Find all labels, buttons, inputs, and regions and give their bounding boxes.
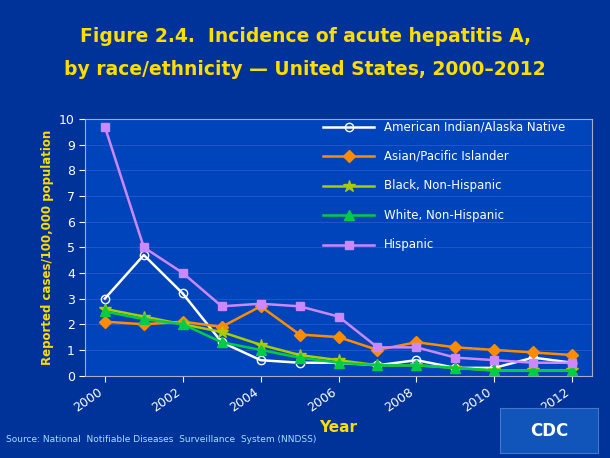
Text: White, Non-Hispanic: White, Non-Hispanic — [384, 209, 504, 222]
Text: Source: National  Notifiable Diseases  Surveillance  System (NNDSS): Source: National Notifiable Diseases Sur… — [6, 435, 317, 444]
Text: Asian/Pacific Islander: Asian/Pacific Islander — [384, 150, 509, 163]
Text: Black, Non-Hispanic: Black, Non-Hispanic — [384, 179, 501, 192]
Y-axis label: Reported cases/100,000 population: Reported cases/100,000 population — [40, 130, 54, 365]
Text: Figure 2.4.  Incidence of acute hepatitis A,: Figure 2.4. Incidence of acute hepatitis… — [79, 27, 531, 46]
Text: American Indian/Alaska Native: American Indian/Alaska Native — [384, 120, 565, 133]
Text: by race/ethnicity — United States, 2000–2012: by race/ethnicity — United States, 2000–… — [64, 60, 546, 78]
Text: Hispanic: Hispanic — [384, 238, 434, 251]
Text: CDC: CDC — [530, 421, 568, 440]
X-axis label: Year: Year — [320, 420, 357, 436]
